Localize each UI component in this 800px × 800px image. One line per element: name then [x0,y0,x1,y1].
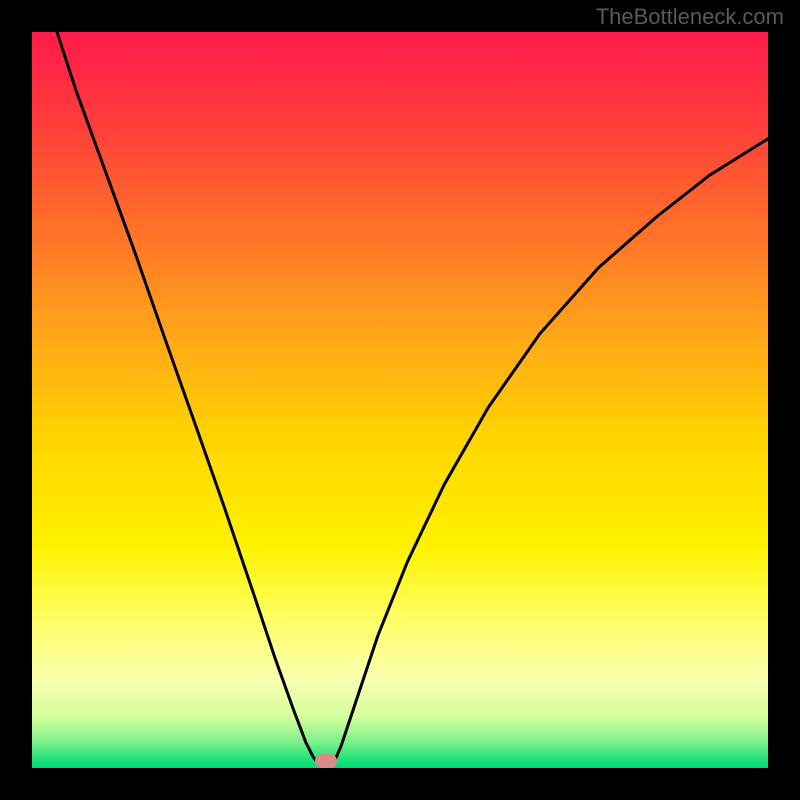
bottleneck-gradient [32,32,768,768]
watermark-text: TheBottleneck.com [596,4,784,30]
optimal-marker [315,754,337,768]
plot-area [32,32,768,768]
